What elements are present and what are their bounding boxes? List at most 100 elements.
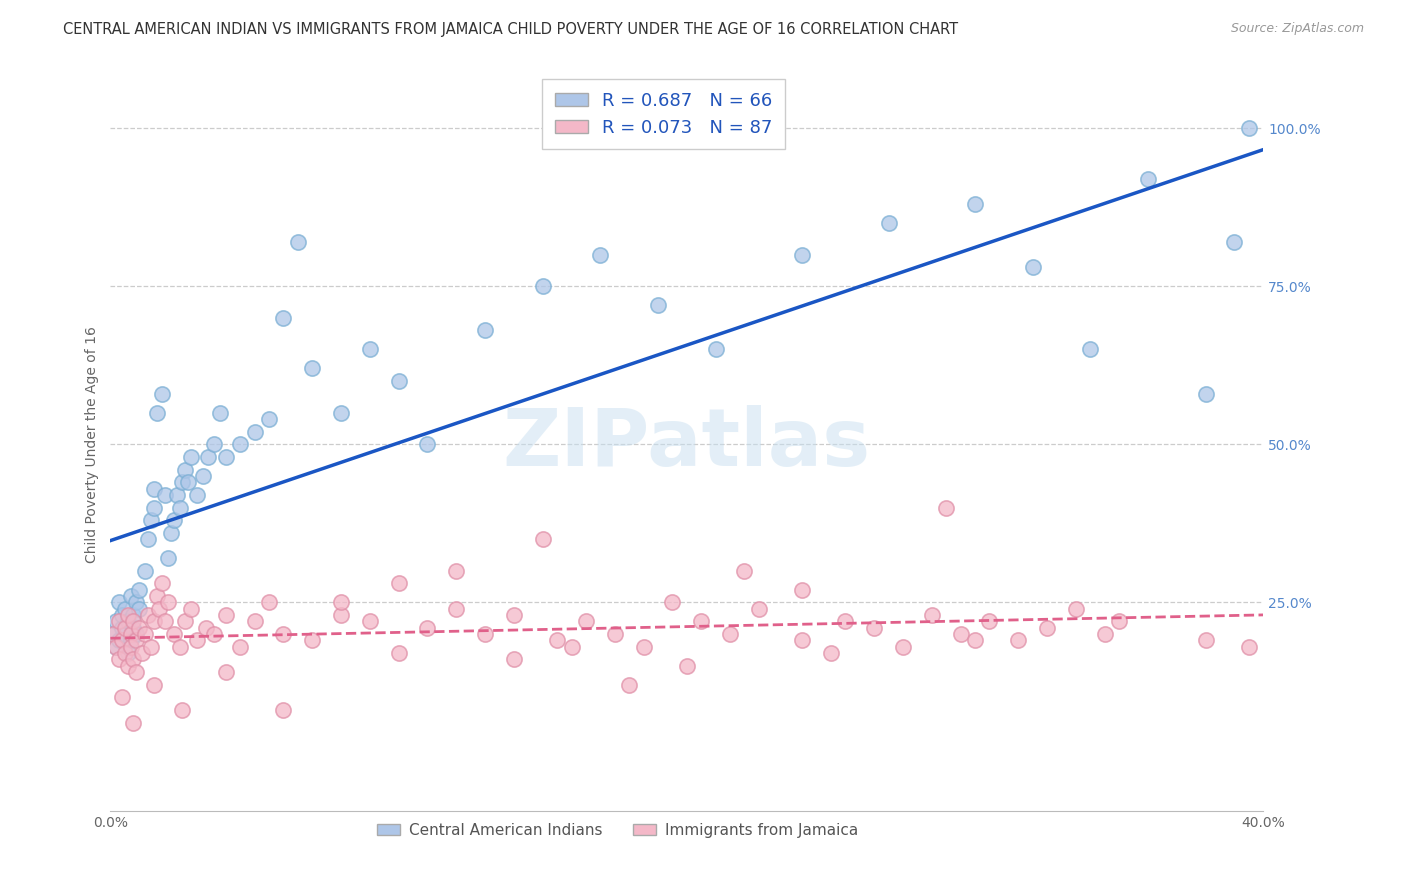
Point [117, 646, 139, 660]
Point [114, 621, 136, 635]
Point [690, 615, 713, 629]
Point [139, 513, 162, 527]
Point [114, 627, 136, 641]
Point [111, 608, 134, 623]
Point [142, 500, 165, 515]
Point [177, 475, 200, 490]
Point [215, 450, 238, 464]
Point [273, 703, 295, 717]
Point [134, 564, 156, 578]
Point [416, 437, 439, 451]
Point [589, 247, 612, 261]
Point [136, 532, 159, 546]
Point [174, 615, 197, 629]
Point [704, 343, 727, 357]
Point [388, 646, 411, 660]
Point [122, 715, 145, 730]
Point [163, 513, 186, 527]
Point [877, 216, 900, 230]
Point [287, 235, 309, 249]
Point [157, 551, 180, 566]
Point [1021, 260, 1043, 275]
Point [108, 652, 131, 666]
Point [446, 601, 468, 615]
Point [128, 601, 150, 615]
Point [148, 601, 170, 615]
Point [103, 627, 125, 641]
Point [1194, 633, 1216, 648]
Point [963, 197, 986, 211]
Point [208, 406, 231, 420]
Point [1237, 121, 1260, 136]
Point [111, 633, 134, 648]
Point [128, 621, 150, 635]
Point [125, 595, 148, 609]
Point [172, 475, 194, 490]
Point [661, 595, 683, 609]
Point [169, 640, 191, 654]
Point [416, 621, 439, 635]
Point [117, 658, 139, 673]
Point [169, 500, 191, 515]
Point [1007, 633, 1029, 648]
Point [125, 633, 148, 648]
Point [257, 412, 280, 426]
Y-axis label: Child Poverty Under the Age of 16: Child Poverty Under the Age of 16 [86, 326, 100, 563]
Point [963, 633, 986, 648]
Point [1094, 627, 1116, 641]
Point [111, 690, 134, 705]
Point [117, 608, 139, 623]
Point [748, 601, 770, 615]
Point [790, 582, 813, 597]
Point [675, 658, 697, 673]
Point [1108, 615, 1130, 629]
Point [108, 595, 131, 609]
Point [157, 595, 180, 609]
Point [474, 323, 496, 337]
Point [145, 406, 167, 420]
Point [114, 646, 136, 660]
Point [1194, 386, 1216, 401]
Text: ZIPatlas: ZIPatlas [503, 405, 870, 483]
Point [359, 615, 381, 629]
Point [1036, 621, 1059, 635]
Point [191, 469, 214, 483]
Point [186, 488, 208, 502]
Point [330, 406, 353, 420]
Point [834, 615, 856, 629]
Point [120, 633, 142, 648]
Point [142, 482, 165, 496]
Point [474, 627, 496, 641]
Point [117, 615, 139, 629]
Point [502, 652, 524, 666]
Point [560, 640, 582, 654]
Point [122, 621, 145, 635]
Point [603, 627, 626, 641]
Point [330, 608, 353, 623]
Point [197, 450, 219, 464]
Point [180, 450, 202, 464]
Point [229, 640, 252, 654]
Point [122, 608, 145, 623]
Point [1136, 171, 1159, 186]
Point [257, 595, 280, 609]
Point [502, 608, 524, 623]
Point [105, 615, 128, 629]
Point [979, 615, 1001, 629]
Point [863, 621, 886, 635]
Point [388, 374, 411, 388]
Point [243, 425, 266, 439]
Text: Source: ZipAtlas.com: Source: ZipAtlas.com [1230, 22, 1364, 36]
Point [103, 627, 125, 641]
Point [131, 646, 153, 660]
Point [145, 589, 167, 603]
Point [166, 488, 188, 502]
Point [108, 615, 131, 629]
Point [446, 564, 468, 578]
Point [122, 615, 145, 629]
Point [1064, 601, 1087, 615]
Point [243, 615, 266, 629]
Point [359, 343, 381, 357]
Point [273, 627, 295, 641]
Point [136, 608, 159, 623]
